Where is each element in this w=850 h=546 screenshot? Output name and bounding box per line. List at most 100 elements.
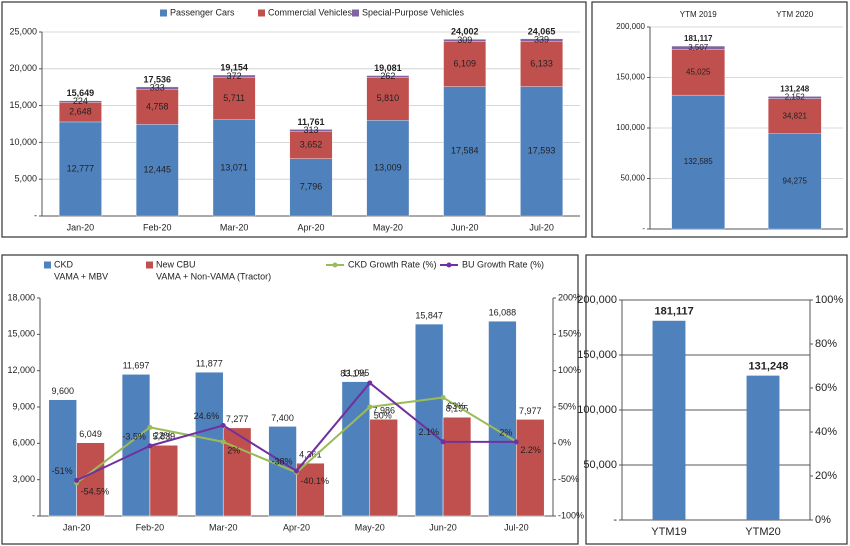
data-label: 224 <box>73 96 88 106</box>
x-tick-label: Jul-20 <box>504 522 529 532</box>
y-tick-label: 25,000 <box>9 26 37 36</box>
data-label: 5,711 <box>223 93 245 103</box>
data-label: 8,155 <box>446 404 469 414</box>
line-marker <box>294 468 299 474</box>
data-label: 6,049 <box>79 429 102 439</box>
legend-label: Passenger Cars <box>170 7 235 17</box>
data-label: 7,400 <box>271 413 294 423</box>
data-label: 313 <box>303 125 318 135</box>
data-label: 6,133 <box>530 58 553 68</box>
x-tick-label: Mar-20 <box>209 522 238 532</box>
y-tick-label: 3,000 <box>12 474 35 484</box>
y-tick-label: 100,000 <box>616 123 645 132</box>
bar-segment <box>443 41 487 87</box>
bar-segment <box>520 38 563 42</box>
bar <box>341 381 371 517</box>
bar-segment <box>289 129 333 132</box>
line-marker <box>513 439 519 445</box>
data-label: 7,977 <box>519 406 542 416</box>
bar-segment <box>366 77 410 121</box>
data-label: -3.5% <box>122 431 146 441</box>
y2-tick-label: 150% <box>558 329 581 339</box>
x-tick-label: Jan-20 <box>63 522 91 532</box>
data-label: 7,277 <box>226 414 249 424</box>
y-tick-label: 15,000 <box>9 100 37 110</box>
bar-segment <box>59 121 102 217</box>
bar-segment <box>520 41 563 87</box>
legend-label: Commercial Vehicles <box>268 7 353 17</box>
data-label: 2% <box>227 445 240 455</box>
y-tick-label: 150,000 <box>577 349 617 361</box>
bar-segment <box>768 96 822 99</box>
data-label: 45,025 <box>686 67 711 76</box>
y-tick-label: 10,000 <box>9 137 37 147</box>
y2-tick-label: 40% <box>815 426 837 438</box>
line-marker <box>220 422 226 428</box>
y2-tick-label: 0% <box>815 514 831 526</box>
bar-segment <box>135 86 179 90</box>
bar <box>414 323 444 517</box>
line-marker <box>147 424 153 430</box>
y-tick-label: 6,000 <box>12 438 35 448</box>
y2-tick-label: -100% <box>558 510 584 520</box>
x-tick-label: YTM 2020 <box>776 10 813 19</box>
data-label: -40.1% <box>301 476 330 486</box>
bar <box>369 419 398 517</box>
bar-segment <box>289 131 333 159</box>
total-label: 19,154 <box>220 62 248 72</box>
x-tick-label: May-20 <box>355 522 385 532</box>
data-label: 4,758 <box>146 101 169 111</box>
bar-segment <box>671 49 725 96</box>
data-label: 309 <box>457 35 472 45</box>
line-marker <box>367 404 373 410</box>
line-marker <box>147 443 153 449</box>
bar-segment <box>366 75 410 78</box>
data-label: 13,071 <box>220 162 248 172</box>
y-tick-label: - <box>642 224 645 233</box>
x-tick-label: May-20 <box>373 222 403 232</box>
bar-segment <box>212 119 256 217</box>
bar-segment <box>443 86 487 217</box>
data-label: 12,445 <box>144 165 172 175</box>
data-label: 5,839 <box>153 432 176 442</box>
y-tick-label: - <box>34 210 37 220</box>
y-tick-label: 200,000 <box>616 22 645 31</box>
y-tick-label: 5,000 <box>14 174 37 184</box>
bar-segment <box>59 100 102 103</box>
data-label: 17,584 <box>451 146 479 156</box>
data-label: 333 <box>150 83 165 93</box>
y2-tick-label: -50% <box>558 474 579 484</box>
line-marker <box>440 439 446 445</box>
x-tick-label: Jun-20 <box>429 522 457 532</box>
bar <box>296 462 325 517</box>
total-label: 19,081 <box>374 63 402 73</box>
bar-segment <box>212 74 256 78</box>
data-label: 2.1% <box>419 427 440 437</box>
total-label: 17,536 <box>144 74 172 84</box>
x-tick-label: Jul-20 <box>529 222 554 232</box>
line-marker <box>220 439 226 445</box>
legend-label: Special-Purpose Vehicles <box>362 7 465 17</box>
legend-subtitle: VAMA + MBV <box>54 271 108 281</box>
data-label: 7,986 <box>372 406 395 416</box>
bar-segment <box>366 120 410 217</box>
legend-label: New CBU <box>156 259 196 269</box>
y-tick-label: 100,000 <box>577 404 617 416</box>
y-tick-label: 18,000 <box>7 292 35 302</box>
y2-tick-label: 20% <box>815 470 837 482</box>
data-label: 50% <box>374 410 392 420</box>
y2-tick-label: 60% <box>815 382 837 394</box>
y-tick-label: 12,000 <box>7 365 35 375</box>
x-tick-label: Jan-20 <box>67 222 95 232</box>
data-label: 262 <box>380 71 395 81</box>
y2-tick-label: 80% <box>815 338 837 350</box>
data-label: 6,109 <box>453 58 476 68</box>
data-label: 9,600 <box>51 386 74 396</box>
bar-segment <box>768 133 822 230</box>
data-label: 94,275 <box>783 177 808 186</box>
y2-tick-label: 200% <box>558 292 581 302</box>
line-marker <box>440 395 446 401</box>
data-label: 132,585 <box>684 157 713 166</box>
x-tick-label: YTM19 <box>651 526 686 538</box>
data-label: 2% <box>499 427 512 437</box>
